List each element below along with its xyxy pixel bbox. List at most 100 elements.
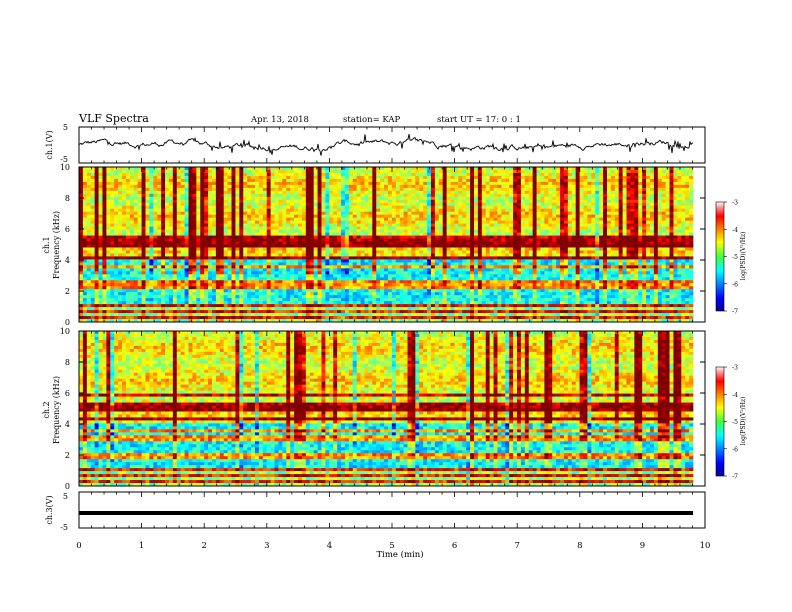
spectrogram-cell: [321, 169, 326, 174]
spectrogram-cell: [102, 250, 107, 254]
spectrogram-cell: [360, 208, 365, 213]
spectrogram-cell: [579, 208, 584, 213]
spectrogram-cell: [141, 256, 146, 260]
spectrogram-cell: [587, 205, 592, 210]
spectrogram-cell: [348, 220, 354, 224]
spectrogram-cell: [689, 256, 694, 260]
spectrogram-cell: [184, 190, 189, 195]
spectrogram-cell: [309, 223, 314, 227]
spectrogram-cell: [653, 190, 659, 195]
spectrogram-cell: [118, 211, 123, 216]
spectrogram-cell: [122, 244, 127, 248]
spectrogram-cell: [677, 241, 682, 245]
spectrogram-cell: [94, 184, 99, 189]
spectrogram-cell: [606, 175, 612, 180]
spectrogram-cell: [262, 187, 268, 192]
spectrogram-cell: [98, 226, 103, 230]
spectrogram-cell: [376, 214, 381, 219]
spectrogram-cell: [630, 187, 635, 192]
spectrogram-cell: [477, 259, 483, 263]
spectrogram-cell: [493, 178, 498, 183]
spectrogram-cell: [517, 217, 522, 221]
spectrogram-cell: [454, 178, 459, 183]
spectrogram-cell: [372, 259, 377, 263]
spectrogram-cell: [520, 232, 526, 236]
spectrogram-cell: [223, 250, 228, 254]
spectrogram-cell: [603, 253, 608, 257]
spectrogram-cell: [677, 226, 682, 230]
spectrogram-cell: [211, 229, 217, 233]
spectrogram-cell: [313, 223, 318, 227]
spectrogram-cell: [188, 214, 193, 219]
spectrogram-cell: [337, 202, 342, 207]
spectrogram-cell: [137, 202, 142, 207]
spectrogram-cell: [298, 175, 303, 180]
spectrogram-cell: [286, 190, 291, 195]
spectrogram-cell: [462, 199, 467, 204]
spectrogram-cell: [595, 167, 600, 171]
spectrogram-cell: [614, 190, 620, 195]
spectrogram-cell: [395, 256, 401, 260]
spectrogram-cell: [368, 193, 373, 198]
spectrogram-cell: [344, 172, 350, 177]
spectrogram-cell: [454, 190, 459, 195]
spectrogram-cell: [188, 175, 193, 180]
spectrogram-cell: [227, 169, 232, 174]
spectrogram-cell: [544, 229, 549, 233]
spectrogram-cell: [548, 226, 553, 230]
spectrogram-cell: [587, 169, 592, 174]
spectrogram-cell: [129, 167, 135, 171]
spectrogram-cell: [262, 202, 268, 207]
spectrogram-cell: [571, 175, 577, 180]
spectrogram-cell: [380, 253, 385, 257]
spectrogram-cell: [157, 196, 162, 201]
spectrogram-cell: [278, 217, 283, 221]
spectrogram-cell: [376, 181, 381, 186]
spectrogram-cell: [204, 223, 209, 227]
spectrogram-cell: [149, 226, 154, 230]
spectrogram-cell: [278, 253, 283, 257]
spectrogram-cell: [489, 214, 494, 219]
spectrogram-cell: [677, 193, 682, 198]
spectrogram-cell: [172, 241, 178, 245]
spectrogram-cell: [407, 232, 412, 236]
spectrogram-cell: [305, 247, 311, 251]
spectrogram-cell: [215, 235, 221, 239]
spectrogram-cell: [454, 244, 459, 248]
spectrogram-cell: [184, 232, 189, 236]
spectrogram-cell: [485, 232, 490, 236]
spectrogram-cell: [470, 187, 475, 192]
spectrogram-cell: [462, 223, 467, 227]
spectrogram-cell: [98, 184, 103, 189]
spectrogram-cell: [497, 220, 502, 224]
spectrogram-cell: [298, 232, 303, 236]
spectrogram-cell: [458, 235, 463, 239]
spectrogram-cell: [560, 181, 565, 186]
spectrogram-cell: [204, 167, 209, 171]
spectrogram-cell: [368, 169, 373, 174]
spectrogram-cell: [430, 208, 436, 213]
spectrogram-cell: [438, 214, 444, 219]
spectrogram-cell: [341, 211, 346, 216]
spectrogram-cell: [204, 253, 209, 257]
spectrogram-cell: [329, 256, 334, 260]
spectrogram-cell: [290, 205, 295, 210]
spectrogram-cell: [172, 229, 178, 233]
spectrogram-cell: [407, 199, 412, 204]
spectrogram-cell: [122, 226, 127, 230]
spectrogram-cell: [450, 172, 455, 177]
spectrogram-cell: [168, 244, 174, 248]
spectrogram-cell: [442, 217, 447, 221]
spectrogram-cell: [79, 214, 84, 219]
spectrogram-cell: [165, 205, 170, 210]
spectrogram-cell: [380, 259, 385, 263]
spectrogram-cell: [681, 199, 686, 204]
spectrogram-cell: [622, 193, 627, 198]
spectrogram-cell: [387, 175, 393, 180]
spectrogram-cell: [286, 232, 291, 236]
spectrogram-cell: [470, 244, 475, 248]
spectrogram-cell: [161, 232, 166, 236]
spectrogram-cell: [157, 190, 162, 195]
spectrogram-cell: [262, 235, 268, 239]
spectrogram-cell: [552, 211, 557, 216]
